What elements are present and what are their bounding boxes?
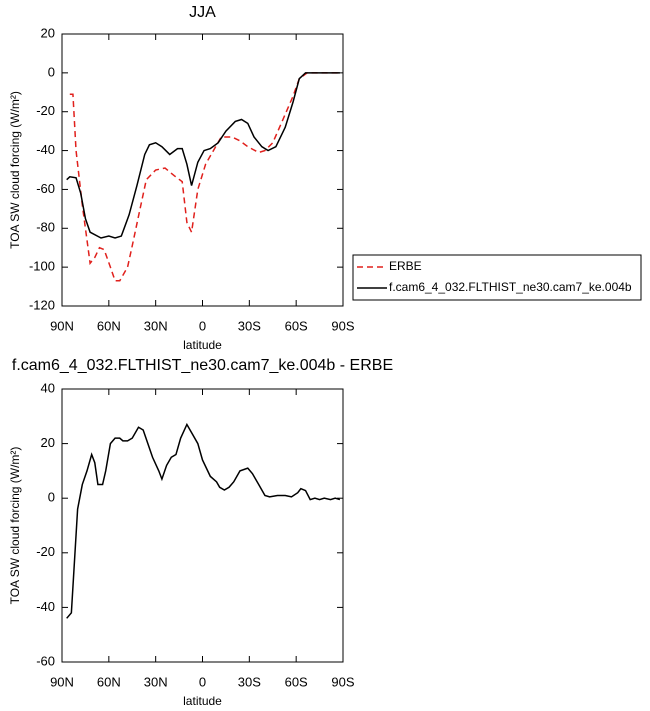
x-tick-label: 60N [97,674,121,689]
plot-frame [61,33,344,307]
y-axis-label: TOA SW cloud forcing (W/m²) [8,447,22,605]
y-tick-label: -40 [36,599,55,614]
y-tick-label: 20 [41,435,55,450]
x-tick-label: 60S [285,674,308,689]
x-tick-label: 60S [285,318,308,333]
chart-title: f.cam6_4_032.FLTHIST_ne30.cam7_ke.004b -… [12,357,393,374]
y-tick-label: 0 [48,64,55,79]
y-tick-label: -20 [36,544,55,559]
x-tick-label: 30S [238,318,261,333]
x-tick-label: 30S [238,674,261,689]
x-tick-label: 90S [331,318,354,333]
y-tick-label: -40 [36,142,55,157]
y-tick-label: 20 [41,25,55,40]
y-tick-label: 40 [41,380,55,395]
y-tick-label: -60 [36,653,55,668]
chart-title: JJA [189,4,216,21]
x-axis-label: latitude [183,338,222,352]
plot-frame [61,388,344,663]
x-tick-label: 0 [199,674,206,689]
x-tick-label: 30N [144,318,168,333]
x-tick-label: 0 [199,318,206,333]
y-tick-label: -80 [36,220,55,235]
x-tick-label: 90S [331,674,354,689]
y-tick-label: -100 [29,259,55,274]
y-axis-label: TOA SW cloud forcing (W/m²) [8,91,22,249]
x-tick-label: 60N [97,318,121,333]
x-axis-label: latitude [183,694,222,708]
series-line [66,422,341,619]
x-tick-label: 90N [50,674,74,689]
x-tick-label: 90N [50,318,74,333]
y-tick-label: -120 [29,297,55,312]
legend-label: ERBE [389,259,422,273]
legend-label: f.cam6_4_032.FLTHIST_ne30.cam7_ke.004b [389,280,632,294]
legend-box [352,254,642,301]
y-tick-label: -60 [36,181,55,196]
y-tick-label: -20 [36,103,55,118]
series-line [66,72,340,239]
y-tick-label: 0 [48,490,55,505]
x-tick-label: 30N [144,674,168,689]
series-line [69,72,340,282]
